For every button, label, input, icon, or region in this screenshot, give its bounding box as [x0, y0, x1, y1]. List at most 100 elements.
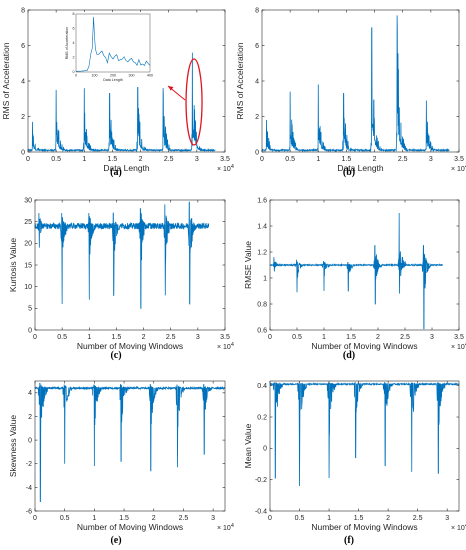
x-tick-label-d: 1.5	[346, 334, 356, 341]
y-tick-label-c: 10	[24, 284, 32, 291]
y-axis-label-a: RMS of Acceleration	[1, 42, 11, 119]
x-tick-label-e: 3	[211, 515, 215, 522]
x-axis-label-e: Number of Moving Windows	[77, 522, 183, 532]
inset-y-tick-label: 4	[73, 41, 75, 45]
y-axis-label-f: Mean Value	[243, 423, 253, 468]
x-tick-label-b: 3	[429, 156, 433, 163]
inset-chart: 0 100 200 300 400 0 2 4 6 8 Data Length RMS of Acce…	[60, 12, 154, 87]
series-line-e	[34, 382, 226, 502]
y-tick-label-e: -2	[26, 461, 32, 468]
series-line-a	[27, 52, 216, 153]
x-tick-label-f: 0.5	[295, 515, 305, 522]
x-exponent-f: × 104	[451, 523, 466, 532]
x-tick-label-d: 2	[376, 334, 380, 341]
axes-box-c	[34, 199, 226, 331]
x-axis-label-f: Number of Moving Windows	[311, 522, 417, 532]
y-axis-label-c: Kurtosis Value	[8, 238, 18, 292]
x-axis-label-a: Data Length	[103, 163, 150, 173]
x-tick-label-c: 2.5	[166, 334, 176, 341]
inset-y-tick-label: 0	[73, 70, 75, 74]
x-exponent-e: × 104	[217, 523, 234, 532]
panel-caption-d: (d)	[343, 350, 355, 361]
inset-x-tick-label: 400	[147, 74, 153, 78]
x-tick-label-c: 2	[142, 334, 146, 341]
y-tick-label-b: 4	[255, 78, 259, 85]
annotation-arrow-head	[168, 86, 174, 91]
inset-axes-box	[75, 13, 151, 73]
x-exponent-a: × 104	[217, 164, 234, 173]
inset-x-axis-label: Data Length	[103, 78, 123, 82]
x-tick-label-c: 3	[196, 334, 200, 341]
inset-x-tick-label: 100	[92, 74, 98, 78]
x-tick-label-f: 0	[268, 515, 272, 522]
inset-y-tick-label: 8	[73, 12, 75, 16]
panel-caption-a: (a)	[110, 167, 122, 178]
x-tick-label-b: 1	[316, 156, 320, 163]
x-tick-label-c: 1	[87, 334, 91, 341]
panel-f: 0 0.5 1 1.5 2 2.5 3 -0.4 -0.2 0 0.2 0.4 × 104 Number …	[243, 380, 466, 546]
x-tick-label-e: 1.5	[119, 515, 129, 522]
y-tick-label-e: 4	[28, 390, 32, 397]
panel-caption-f: (f)	[344, 535, 354, 546]
y-tick-label-c: 0	[28, 327, 32, 334]
panel-d: 0 0.5 1 1.5 2 2.5 3 3.5 0.6 0.8 1 1.2 1.4 1.6 × 104 Num…	[243, 197, 466, 361]
inset-background	[60, 12, 154, 87]
x-tick-label-e: 1	[92, 515, 96, 522]
x-axis-label-b: Data Length	[337, 163, 384, 173]
x-tick-label-c: 3.5	[220, 334, 230, 341]
x-tick-label-f: 1.5	[354, 515, 364, 522]
y-tick-label-d: 0.8	[257, 301, 267, 308]
y-tick-label-b: 6	[255, 43, 259, 50]
y-tick-label-d: 1.4	[257, 223, 267, 230]
series-line-d	[269, 212, 444, 330]
axes-box-d	[269, 199, 460, 331]
x-tick-label-a: 1.5	[108, 156, 118, 163]
y-tick-label-a: 0	[21, 149, 25, 156]
y-tick-label-e: -4	[26, 485, 32, 492]
y-tick-label-c: 30	[24, 197, 32, 204]
y-tick-label-e: 0	[28, 437, 32, 444]
panel-b: 0 0.5 1 1.5 2 2.5 3 3.5 0 2 4 6 8 × 104 Data Length RMS…	[235, 7, 466, 178]
x-tick-label-d: 0	[268, 334, 272, 341]
x-tick-label-f: 3	[445, 515, 449, 522]
y-tick-label-b: 8	[255, 7, 259, 14]
x-tick-label-d: 2.5	[400, 334, 410, 341]
x-tick-label-d: 3	[430, 334, 434, 341]
panel-caption-c: (c)	[110, 350, 121, 361]
x-exponent-b: × 104	[451, 164, 466, 173]
x-tick-label-e: 2	[152, 515, 156, 522]
x-tick-label-b: 0.5	[285, 156, 295, 163]
x-tick-label-c: 1.5	[112, 334, 122, 341]
series-line-b	[261, 15, 450, 153]
inset-y-tick-label: 2	[73, 56, 75, 60]
panel-caption-e: (e)	[110, 535, 121, 546]
panel-caption-b: (b)	[343, 167, 355, 178]
y-tick-label-c: 5	[28, 306, 32, 313]
x-tick-label-a: 0.5	[51, 156, 61, 163]
y-tick-label-d: 1.2	[257, 249, 267, 256]
x-tick-label-b: 1.5	[342, 156, 352, 163]
inset-x-tick-label: 300	[129, 74, 135, 78]
axes-box-e	[34, 380, 226, 512]
y-tick-label-a: 8	[21, 7, 25, 14]
y-tick-label-d: 1.6	[257, 197, 267, 204]
y-tick-label-a: 4	[21, 78, 25, 85]
x-tick-label-a: 0	[26, 156, 30, 163]
x-axis-label-d: Number of Moving Windows	[311, 341, 417, 351]
x-tick-label-a: 2	[139, 156, 143, 163]
x-tick-label-c: 0.5	[57, 334, 67, 341]
x-tick-label-d: 3.5	[454, 334, 464, 341]
x-axis-label-c: Number of Moving Windows	[77, 341, 183, 351]
y-tick-label-f: -0.2	[255, 477, 267, 484]
x-tick-label-a: 3.5	[220, 156, 230, 163]
y-tick-label-c: 25	[24, 219, 32, 226]
series-line-c	[34, 201, 210, 309]
y-axis-label-b: RMS of Acceleration	[235, 42, 245, 119]
x-exponent-c: × 104	[217, 342, 234, 351]
x-exponent-d: × 104	[451, 342, 466, 351]
y-axis-label-d: RMSE Value	[243, 241, 253, 289]
x-tick-label-a: 1	[82, 156, 86, 163]
y-tick-label-a: 6	[21, 43, 25, 50]
x-tick-label-d: 1	[322, 334, 326, 341]
